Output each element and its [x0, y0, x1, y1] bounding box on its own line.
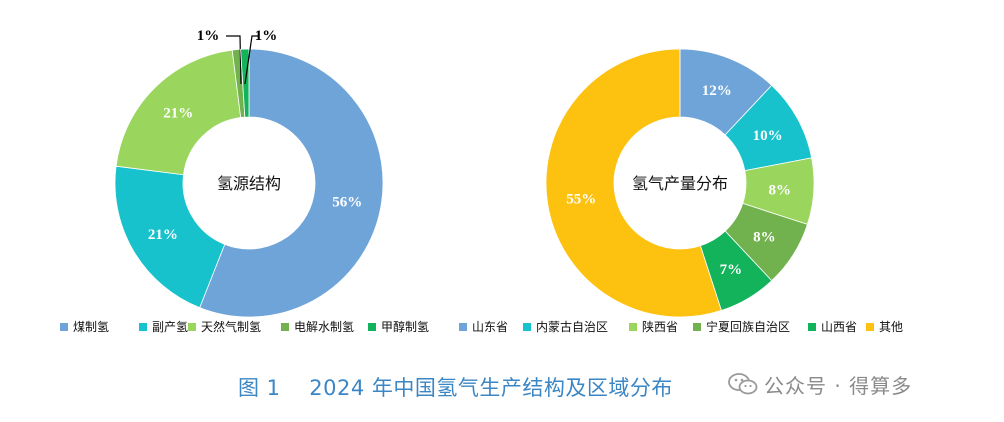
legend-1: 煤制氢 副产氢 天然气制氢 电解水制氢 甲醇制氢 [60, 319, 429, 334]
watermark-text: 公众号 · 得算多 [764, 373, 913, 398]
legend-label: 宁夏回族自治区 [706, 319, 790, 334]
legend-swatch [523, 323, 531, 331]
data-label: 7% [720, 262, 743, 278]
data-label: 8% [753, 230, 776, 246]
legend-swatch [60, 323, 68, 331]
center-label: 氢气产量分布 [632, 174, 728, 193]
legend-label: 陕西省 [642, 319, 678, 334]
wechat-icon [728, 373, 758, 395]
legend-label: 副产氢 [152, 319, 188, 334]
donut-slice [545, 48, 722, 318]
legend-swatch [459, 323, 467, 331]
legend-2: 山东省 内蒙古自治区 陕西省 宁夏回族自治区 山西省 其他 [459, 319, 903, 334]
data-label: 21% [148, 227, 178, 243]
data-label: 56% [332, 195, 362, 211]
legend-swatch [368, 323, 376, 331]
legend-swatch [139, 323, 147, 331]
legend-swatch [866, 323, 874, 331]
caption-title: 2024 年中国氢气生产结构及区域分布 [309, 376, 673, 400]
caption-text: 图 1 2024 年中国氢气生产结构及区域分布 [238, 372, 673, 402]
legend-swatch [281, 323, 289, 331]
data-label: 55% [566, 192, 596, 208]
caption-figure-no: 图 1 [238, 376, 281, 400]
data-label: 10% [753, 128, 783, 144]
donut-chart-2: 12% 10% 8% 8% 7% 55% 氢气产量分布 [545, 48, 815, 318]
figure-caption: 图 1 2024 年中国氢气生产结构及区域分布 [0, 368, 1004, 408]
donut-slice [115, 49, 242, 176]
data-label: 12% [702, 83, 732, 99]
legend-label: 山西省 [821, 320, 857, 334]
data-label: 1% [197, 28, 220, 44]
legend-label: 电解水制氢 [294, 319, 354, 334]
donut-slice [114, 165, 226, 309]
data-label: 21% [163, 105, 193, 121]
legend-label: 山东省 [472, 320, 508, 334]
legend-label: 甲醇制氢 [381, 319, 429, 334]
data-label: 1% [255, 28, 278, 44]
center-label: 氢源结构 [217, 174, 281, 193]
legend-label: 内蒙古自治区 [536, 319, 608, 334]
legend-label: 煤制氢 [73, 319, 109, 334]
leader-line [244, 35, 259, 85]
data-label: 8% [769, 182, 792, 198]
donut-chart-1: 56% 21% 21% 1% 1% 氢源结构 [114, 28, 384, 318]
legend-swatch [693, 323, 701, 331]
legend-swatch [629, 323, 637, 331]
legend-label: 天然气制氢 [201, 319, 261, 334]
watermark: 公众号 · 得算多 [728, 368, 912, 400]
leader-line [226, 35, 242, 85]
legend-swatch [188, 323, 196, 331]
legend-swatch [808, 323, 816, 331]
legend-label: 其他 [879, 320, 903, 334]
donut-slice [199, 48, 384, 318]
